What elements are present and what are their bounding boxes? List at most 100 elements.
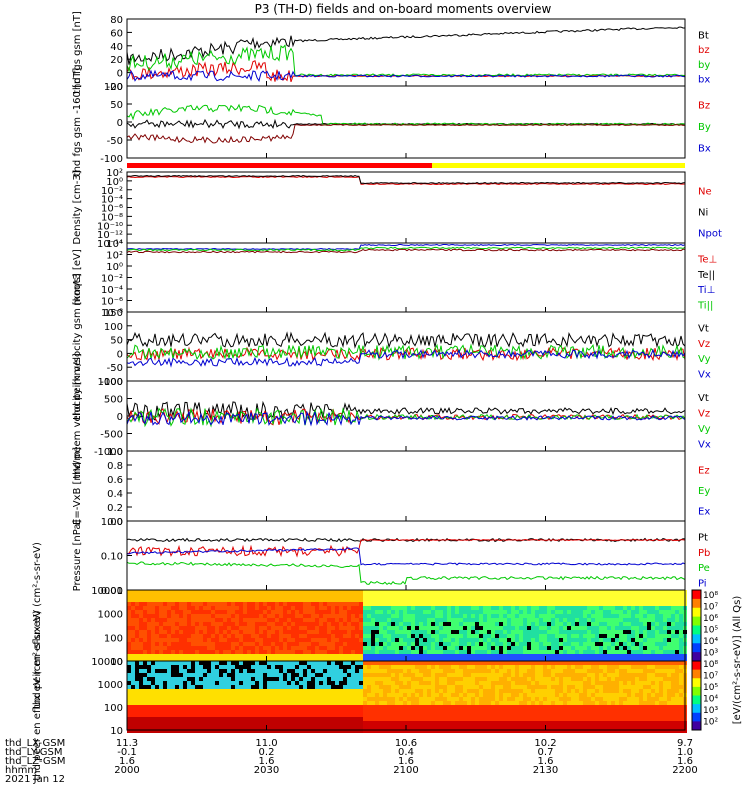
spectrogram-cell (307, 725, 311, 729)
spectrogram-cell (367, 618, 371, 622)
spectrogram-cell (367, 713, 371, 717)
spectrogram-cell (175, 650, 179, 654)
spectrogram-cell (139, 689, 143, 693)
spectrogram-cell (447, 681, 451, 685)
spectrogram-cell (679, 618, 683, 622)
spectrogram-cell (199, 630, 203, 634)
spectrogram-cell (167, 665, 171, 669)
spectrogram-cell (275, 693, 279, 697)
spectrogram-cell (387, 701, 391, 705)
spectrogram-cell (323, 725, 327, 729)
spectrogram-cell (163, 725, 167, 729)
spectrogram-cell (403, 713, 407, 717)
spectrogram-cell (375, 701, 379, 705)
spectrogram-cell (643, 650, 647, 654)
spectrogram-cell (567, 709, 571, 713)
spectrogram-cell (551, 721, 555, 725)
spectrogram-cell (607, 650, 611, 654)
spectrogram-cell (615, 673, 619, 677)
spectrogram-cell (191, 590, 195, 594)
spectrogram-cell (627, 610, 631, 614)
spectrogram-cell (187, 673, 191, 677)
spectrogram-cell (459, 658, 463, 662)
spectrogram-cell (339, 638, 343, 642)
spectrogram-cell (555, 709, 559, 713)
spectrogram-cell (515, 705, 519, 709)
spectrogram-cell (483, 646, 487, 650)
spectrogram-cell (495, 606, 499, 610)
spectrogram-cell (631, 598, 635, 602)
spectrogram-cell (291, 598, 295, 602)
spectrogram-cell (599, 729, 603, 733)
spectrogram-cell (375, 622, 379, 626)
spectrogram-cell (171, 594, 175, 598)
spectrogram-cell (227, 681, 231, 685)
spectrogram-cell (271, 689, 275, 693)
spectrogram-cell (411, 614, 415, 618)
spectrogram-cell (191, 642, 195, 646)
spectrogram-cell (535, 717, 539, 721)
ytick-label: -1000 (94, 447, 123, 458)
spectrogram-cell (479, 673, 483, 677)
spectrogram-cell (627, 590, 631, 594)
spectrogram-cell (667, 646, 671, 650)
spectrogram-cell (627, 598, 631, 602)
spectrogram-cell (259, 713, 263, 717)
spectrogram-cell (391, 594, 395, 598)
spectrogram-cell (219, 721, 223, 725)
spectrogram-cell (343, 642, 347, 646)
spectrogram-cell (207, 626, 211, 630)
spectrogram-cell (375, 717, 379, 721)
spectrogram-cell (279, 689, 283, 693)
spectrogram-cell (547, 658, 551, 662)
spectrogram-cell (491, 622, 495, 626)
spectrogram-cell (235, 610, 239, 614)
spectrogram-cell (271, 721, 275, 725)
spectrogram-cell (679, 614, 683, 618)
spectrogram-cell (303, 638, 307, 642)
spectrogram-cell (503, 646, 507, 650)
spectrogram-cell (551, 642, 555, 646)
spectrogram-cell (399, 590, 403, 594)
spectrogram-cell (591, 669, 595, 673)
spectrogram-cell (263, 650, 267, 654)
spectrogram-cell (167, 701, 171, 705)
spectrogram-cell (411, 602, 415, 606)
spectrogram-cell (371, 677, 375, 681)
spectrogram-cell (527, 705, 531, 709)
spectrogram-cell (375, 634, 379, 638)
spectrogram-cell (599, 717, 603, 721)
spectrogram-cell (319, 646, 323, 650)
spectrogram-cell (579, 705, 583, 709)
spectrogram-cell (523, 594, 527, 598)
spectrogram-cell (527, 661, 531, 665)
spectrogram-cell (619, 622, 623, 626)
spectrogram-cell (319, 642, 323, 646)
spectrogram-cell (219, 646, 223, 650)
spectrogram-cell (295, 590, 299, 594)
spectrogram-cell (299, 614, 303, 618)
spectrogram-cell (599, 658, 603, 662)
spectrogram-cell (251, 677, 255, 681)
spectrogram-cell (359, 614, 363, 618)
spectrogram-cell (315, 721, 319, 725)
spectrogram-cell (399, 626, 403, 630)
spectrogram-cell (595, 669, 599, 673)
spectrogram-cell (263, 693, 267, 697)
spectrogram-cell (391, 713, 395, 717)
spectrogram-cell (243, 646, 247, 650)
spectrogram-cell (507, 618, 511, 622)
spectrogram-cell (507, 673, 511, 677)
spectrogram-cell (351, 626, 355, 630)
spectrogram-cell (347, 681, 351, 685)
ytick-label: -50 (107, 363, 123, 374)
spectrogram-cell (519, 677, 523, 681)
spectrogram-cell (159, 598, 163, 602)
spectrogram-cell (491, 701, 495, 705)
spectrogram-cell (567, 681, 571, 685)
spectrogram-cell (351, 638, 355, 642)
spectrogram-cell (539, 721, 543, 725)
spectrogram-cell (391, 610, 395, 614)
spectrogram-cell (287, 665, 291, 669)
spectrogram-cell (295, 693, 299, 697)
